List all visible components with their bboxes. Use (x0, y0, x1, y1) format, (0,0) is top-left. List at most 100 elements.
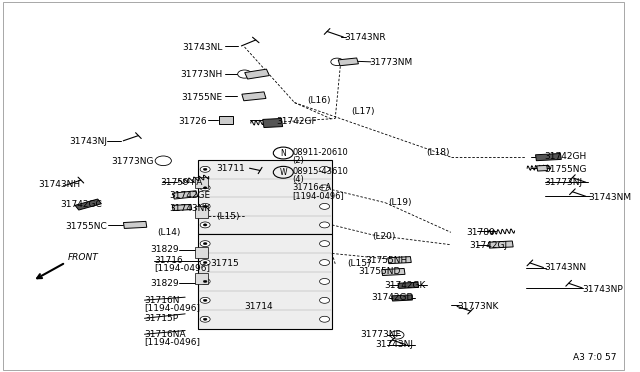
Text: 31780: 31780 (466, 228, 495, 237)
Circle shape (319, 241, 330, 247)
Text: 31773NM: 31773NM (369, 58, 413, 67)
Circle shape (319, 203, 330, 209)
Circle shape (204, 243, 207, 245)
Polygon shape (263, 118, 283, 128)
Text: 08911-20610: 08911-20610 (292, 148, 348, 157)
Circle shape (200, 241, 210, 247)
Circle shape (200, 279, 210, 285)
Text: 31755NE: 31755NE (182, 93, 223, 102)
Text: 31711: 31711 (216, 164, 244, 173)
Circle shape (319, 279, 330, 285)
Circle shape (200, 316, 210, 322)
Text: 31742GK: 31742GK (385, 281, 426, 290)
Text: 31755NH: 31755NH (365, 256, 407, 265)
Polygon shape (242, 92, 266, 101)
Text: 31715P: 31715P (145, 314, 179, 323)
Polygon shape (75, 199, 101, 210)
Text: W: W (280, 168, 287, 177)
Text: 31755NG: 31755NG (545, 165, 587, 174)
Circle shape (204, 262, 207, 264)
Circle shape (200, 166, 210, 172)
Text: 31755NC: 31755NC (65, 221, 107, 231)
Text: (L20): (L20) (372, 231, 396, 241)
Text: 31773NH: 31773NH (180, 70, 223, 79)
Text: 31743NH: 31743NH (38, 180, 81, 189)
Circle shape (204, 168, 207, 170)
Text: 31743NK: 31743NK (170, 204, 211, 213)
Text: 31743NR: 31743NR (344, 33, 386, 42)
Text: 31742GE: 31742GE (170, 191, 211, 200)
Polygon shape (124, 221, 147, 228)
Text: [1194-0496]: [1194-0496] (145, 337, 200, 346)
Text: 31773NG: 31773NG (111, 157, 154, 166)
Circle shape (200, 260, 210, 266)
Circle shape (200, 297, 210, 303)
Text: 31716N: 31716N (145, 296, 180, 305)
Text: (L15): (L15) (348, 259, 371, 267)
Text: (4): (4) (292, 175, 305, 184)
Circle shape (204, 224, 207, 226)
Text: 31743NJ: 31743NJ (69, 137, 107, 146)
Polygon shape (244, 69, 269, 79)
Text: 31742GD: 31742GD (371, 294, 413, 302)
Bar (195, 273, 208, 284)
Text: (2): (2) (292, 156, 305, 165)
Polygon shape (392, 295, 412, 301)
Bar (198, 234, 332, 329)
Text: [1194-0496]: [1194-0496] (154, 263, 210, 272)
Circle shape (204, 205, 207, 208)
Text: [1194-0496]: [1194-0496] (145, 303, 200, 312)
Circle shape (204, 187, 207, 189)
Circle shape (200, 222, 210, 228)
Text: (L14): (L14) (157, 228, 180, 237)
Text: 31755ND: 31755ND (358, 267, 401, 276)
Text: 31829: 31829 (150, 279, 179, 288)
Text: (L15): (L15) (216, 212, 240, 221)
Text: N: N (280, 148, 286, 157)
Text: 31773NJ: 31773NJ (545, 178, 583, 187)
Circle shape (200, 185, 210, 191)
Circle shape (204, 280, 207, 283)
Polygon shape (173, 191, 198, 199)
Polygon shape (537, 166, 548, 171)
Text: 31726: 31726 (179, 117, 207, 126)
Text: 31714: 31714 (244, 302, 273, 311)
Text: 31742GH: 31742GH (545, 152, 587, 161)
Circle shape (204, 318, 207, 320)
Text: FRONT: FRONT (68, 253, 99, 262)
Circle shape (319, 185, 330, 191)
Text: 31716+A: 31716+A (292, 183, 332, 192)
Polygon shape (488, 241, 513, 248)
Text: 31773NK: 31773NK (457, 302, 499, 311)
Text: 31743NL: 31743NL (182, 42, 223, 51)
Text: 31742GJ: 31742GJ (469, 241, 507, 250)
Bar (195, 177, 208, 188)
Text: 31829: 31829 (150, 245, 179, 254)
Text: 08915-43610: 08915-43610 (292, 167, 349, 176)
Polygon shape (381, 269, 405, 276)
Text: 31742GC: 31742GC (60, 200, 102, 209)
Text: 31743NN: 31743NN (545, 263, 587, 272)
Text: 31715: 31715 (210, 259, 239, 268)
Text: (L18): (L18) (426, 148, 449, 157)
Text: [1194-0496]: [1194-0496] (292, 191, 344, 200)
Polygon shape (219, 116, 233, 124)
Text: A3 7:0 57: A3 7:0 57 (573, 353, 616, 362)
Circle shape (200, 203, 210, 209)
Text: 31743NP: 31743NP (582, 285, 623, 294)
Polygon shape (172, 205, 192, 211)
Text: 31716NA: 31716NA (145, 330, 186, 340)
Text: (L17): (L17) (351, 108, 374, 116)
Text: 31773NF: 31773NF (360, 330, 401, 340)
Text: (L19): (L19) (388, 198, 412, 207)
Circle shape (319, 222, 330, 228)
Text: 31743NJ: 31743NJ (375, 340, 413, 349)
Polygon shape (398, 282, 419, 288)
Polygon shape (338, 58, 358, 66)
Text: 31743NM: 31743NM (588, 193, 632, 202)
Polygon shape (388, 257, 412, 264)
Bar (195, 247, 208, 258)
Circle shape (204, 299, 207, 301)
Circle shape (319, 297, 330, 303)
Circle shape (319, 316, 330, 322)
